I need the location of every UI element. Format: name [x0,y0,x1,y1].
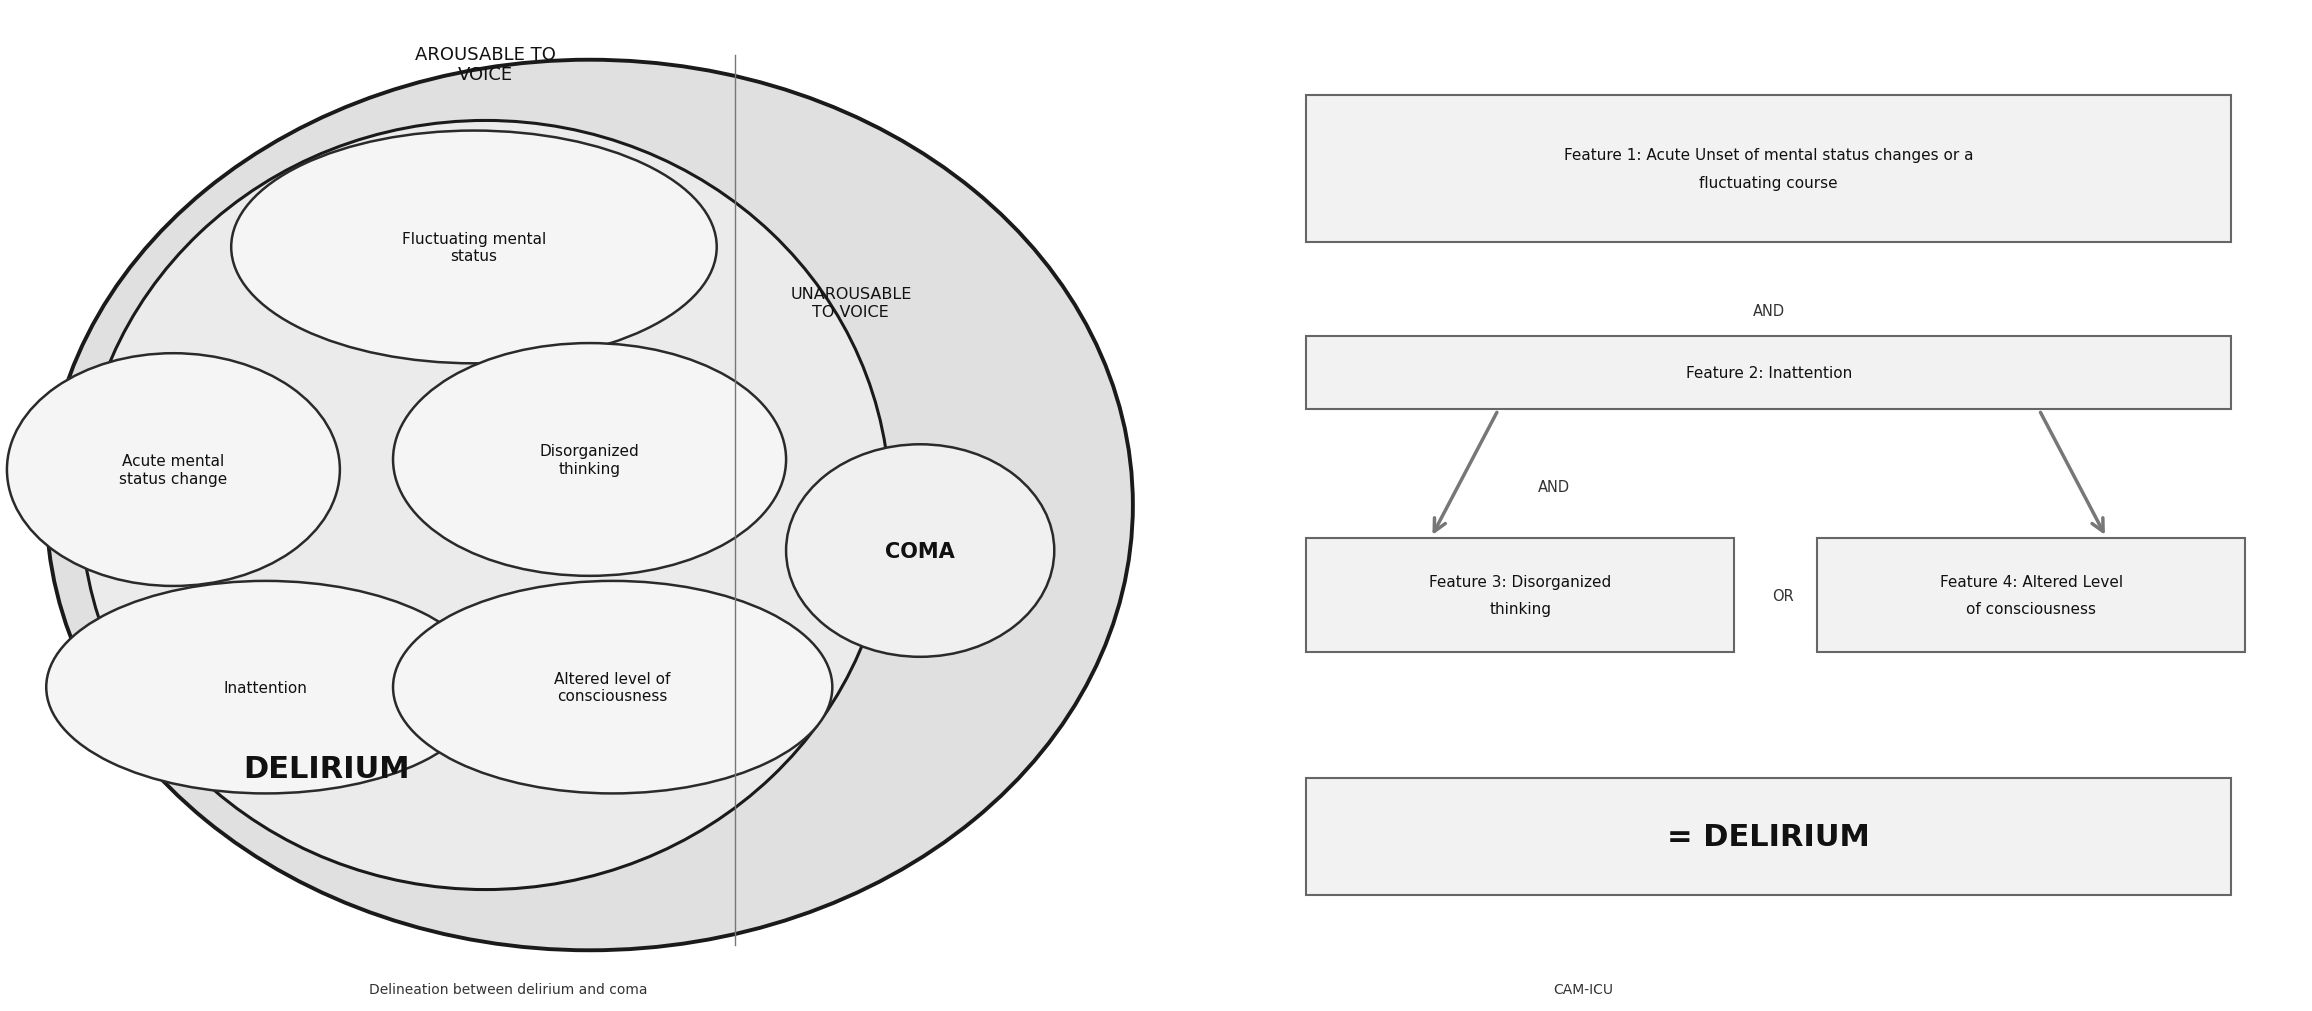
Text: Feature 1: Acute Unset of mental status changes or a: Feature 1: Acute Unset of mental status … [1563,149,1974,163]
FancyBboxPatch shape [1306,539,1734,652]
Text: Feature 2: Inattention: Feature 2: Inattention [1685,366,1852,380]
Ellipse shape [231,131,717,364]
FancyBboxPatch shape [1306,337,2231,409]
Text: Inattention: Inattention [224,680,307,695]
Text: Altered level of
consciousness: Altered level of consciousness [555,671,670,704]
FancyBboxPatch shape [1306,778,2231,895]
Text: fluctuating course: fluctuating course [1699,176,1838,190]
Text: AND: AND [1537,480,1570,494]
Text: = DELIRIUM: = DELIRIUM [1667,822,1870,851]
Text: thinking: thinking [1489,602,1551,617]
Text: AROUSABLE TO
VOICE: AROUSABLE TO VOICE [416,45,555,84]
Text: DELIRIUM: DELIRIUM [243,754,409,783]
Ellipse shape [786,445,1054,657]
Ellipse shape [393,344,786,576]
Text: of consciousness: of consciousness [1965,602,2097,617]
Text: AND: AND [1752,304,1785,318]
Ellipse shape [393,581,832,794]
Text: Feature 3: Disorganized: Feature 3: Disorganized [1429,574,1611,589]
Text: UNAROUSABLE
TO VOICE: UNAROUSABLE TO VOICE [791,287,911,319]
Ellipse shape [81,121,890,890]
Text: Fluctuating mental
status: Fluctuating mental status [402,232,546,264]
Ellipse shape [46,61,1133,950]
Ellipse shape [7,354,340,586]
Text: Acute mental
status change: Acute mental status change [120,454,227,486]
FancyBboxPatch shape [1306,96,2231,243]
Text: OR: OR [1771,588,1794,603]
Text: Feature 4: Altered Level: Feature 4: Altered Level [1940,574,2122,589]
Text: COMA: COMA [885,541,955,561]
Ellipse shape [46,581,486,794]
Text: Delineation between delirium and coma: Delineation between delirium and coma [370,982,647,996]
Text: Disorganized
thinking: Disorganized thinking [539,444,640,476]
FancyBboxPatch shape [1817,539,2245,652]
Text: CAM-ICU: CAM-ICU [1554,982,1614,996]
